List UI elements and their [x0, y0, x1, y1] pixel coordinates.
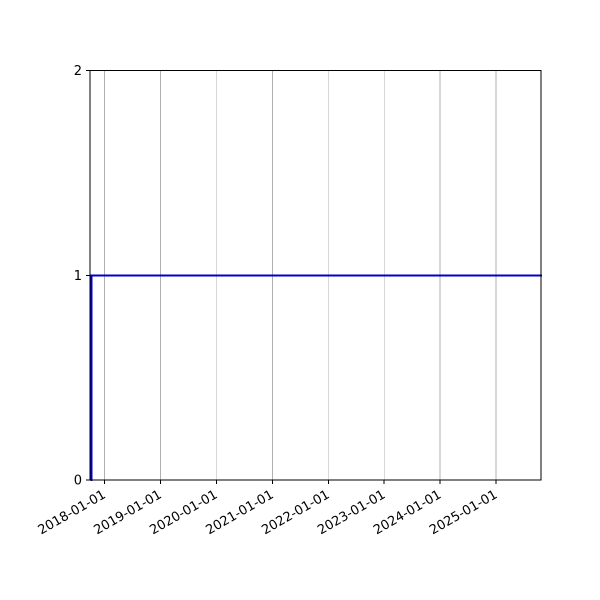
y-tick-label: 2 [74, 64, 82, 79]
y-tick-label: 0 [74, 474, 82, 489]
series-line [90, 274, 542, 481]
y-tick-label: 1 [74, 269, 82, 284]
